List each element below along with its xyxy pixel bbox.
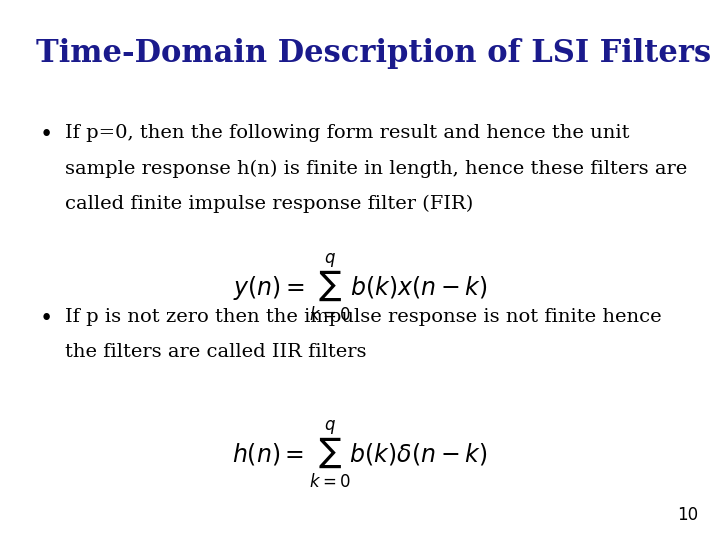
- Text: •: •: [40, 124, 53, 146]
- Text: If p is not zero then the impulse response is not finite hence: If p is not zero then the impulse respon…: [65, 308, 662, 326]
- Text: the filters are called IIR filters: the filters are called IIR filters: [65, 343, 366, 361]
- Text: sample response h(n) is finite in length, hence these filters are: sample response h(n) is finite in length…: [65, 159, 687, 178]
- Text: 10: 10: [678, 506, 698, 524]
- Text: $y(n) = \sum_{k=0}^{q} b(k)x(n-k)$: $y(n) = \sum_{k=0}^{q} b(k)x(n-k)$: [233, 251, 487, 323]
- Text: $h(n) = \sum_{k=0}^{q} b(k)\delta(n-k)$: $h(n) = \sum_{k=0}^{q} b(k)\delta(n-k)$: [233, 418, 487, 490]
- Text: Time-Domain Description of LSI Filters: Time-Domain Description of LSI Filters: [36, 38, 711, 69]
- Text: called finite impulse response filter (FIR): called finite impulse response filter (F…: [65, 194, 473, 213]
- Text: If p=0, then the following form result and hence the unit: If p=0, then the following form result a…: [65, 124, 629, 142]
- Text: •: •: [40, 308, 53, 330]
